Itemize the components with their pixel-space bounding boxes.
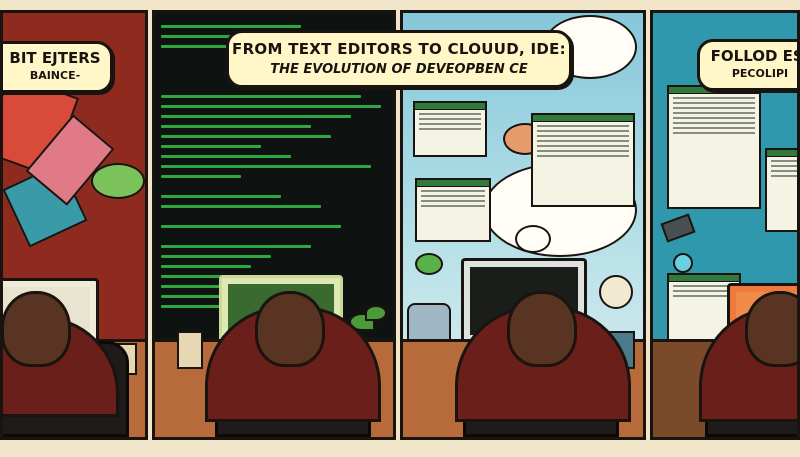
developer-head	[745, 291, 797, 367]
tablet-icon	[660, 213, 696, 243]
caption-left-line2: BAINCE-	[29, 69, 81, 82]
caption-left: BIT EJTERS BAINCE-	[3, 41, 113, 93]
ide-window	[413, 101, 487, 157]
ide-window	[531, 113, 635, 207]
ide-window	[765, 148, 797, 232]
developer-head	[3, 291, 71, 367]
developer-head	[255, 291, 325, 367]
caption-left-line1: BIT EJTERS	[9, 49, 101, 67]
panel-text-editors: BIT EJTERS BAINCE-	[0, 10, 148, 440]
caption-right-line2: PECOLIPI	[731, 67, 789, 80]
ide-window	[667, 85, 761, 209]
tree-icon	[415, 253, 443, 275]
location-pin-icon	[673, 253, 693, 273]
panel-future: FOLLOD ESI PECOLIPI	[650, 10, 800, 440]
ide-window	[415, 178, 491, 242]
caption-title: FROM TEXT EDITORS TO CLOUUD, IDE: THE EV…	[226, 30, 572, 88]
developer-head	[507, 291, 577, 367]
green-cloud-icon	[91, 163, 145, 199]
pencil-cup	[177, 331, 203, 369]
caption-right-line1: FOLLOD ESI	[710, 47, 800, 65]
caption-title-line2: THE EVOLUTION OF DEVEOPBEN CE	[270, 62, 528, 77]
caption-right: FOLLOD ESI PECOLIPI	[697, 39, 800, 91]
chat-bubble-icon	[515, 225, 551, 253]
caption-title-line1: FROM TEXT EDITORS TO CLOUUD, IDE:	[232, 40, 566, 58]
play-button-icon	[599, 275, 633, 309]
